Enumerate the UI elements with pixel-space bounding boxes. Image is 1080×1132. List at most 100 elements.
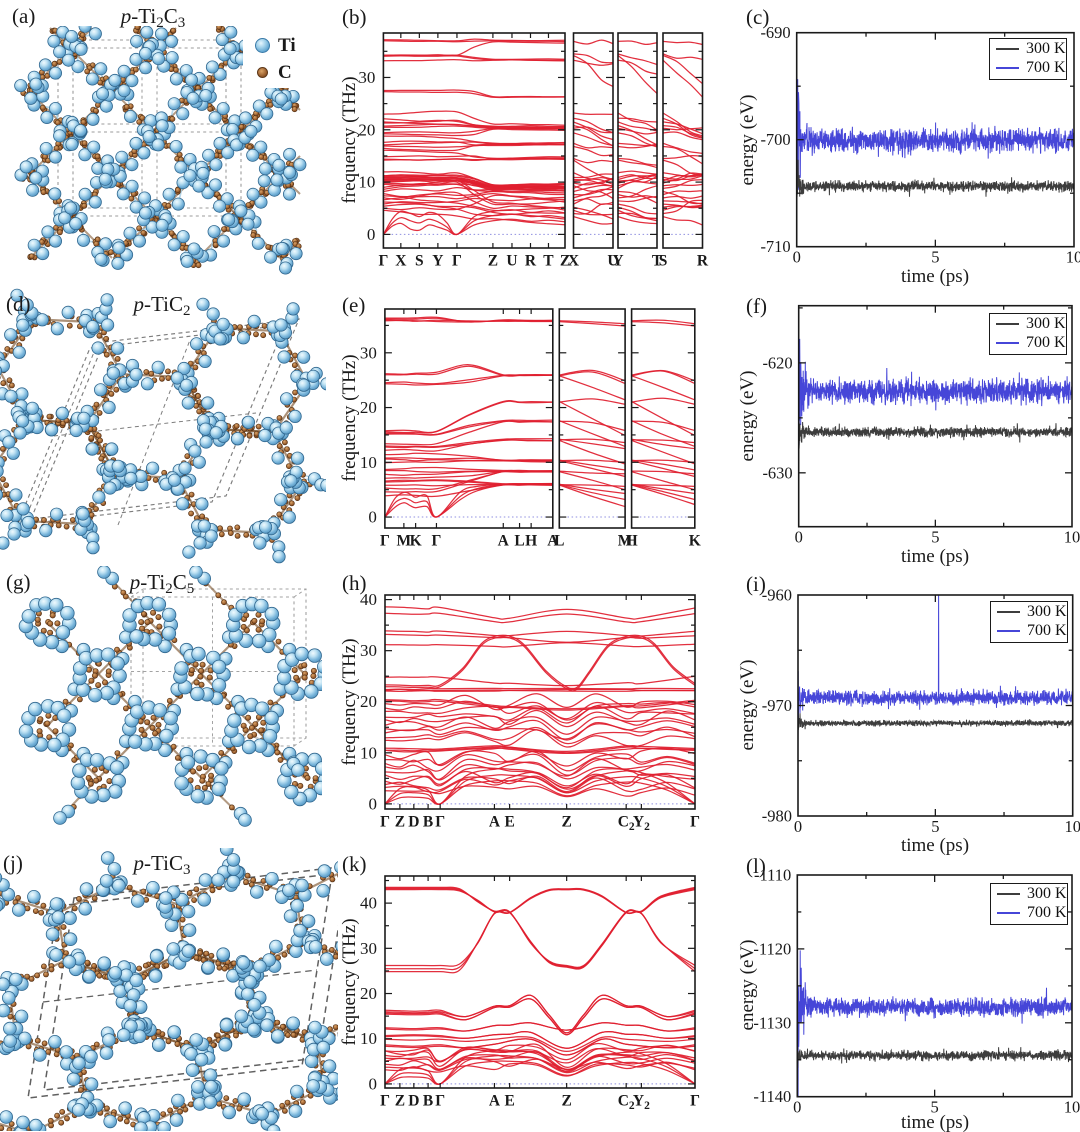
- legend-i: 300 K 700 K: [990, 601, 1068, 643]
- md-chart-i: 0 5 10 -960 -970 -980: [762, 586, 1080, 837]
- legend-line-sample: [997, 911, 1020, 914]
- svg-text:20: 20: [360, 692, 377, 711]
- md-chart-c: 0 5 10 -690 -700 -710: [760, 23, 1080, 267]
- svg-text:T: T: [652, 253, 663, 270]
- svg-text:Z: Z: [561, 814, 571, 831]
- svg-text:M: M: [618, 533, 633, 550]
- svg-text:-960: -960: [762, 586, 792, 605]
- svg-text:Γ: Γ: [690, 1093, 700, 1110]
- svg-text:Γ: Γ: [380, 814, 390, 831]
- svg-text:Γ: Γ: [380, 1093, 390, 1110]
- svg-text:A: A: [547, 533, 559, 550]
- svg-text:D: D: [408, 814, 419, 831]
- svg-text:Γ: Γ: [380, 533, 390, 550]
- svg-text:10: 10: [360, 453, 377, 472]
- svg-text:30: 30: [360, 939, 377, 958]
- svg-text:L: L: [514, 533, 524, 550]
- panel-letter-g: (g): [6, 570, 31, 594]
- ylabel-e: frequency (THz): [339, 354, 360, 482]
- svg-text:10: 10: [360, 743, 377, 762]
- legend-line-sample: [997, 629, 1020, 632]
- svg-text:H: H: [626, 533, 638, 550]
- svg-text:Γ: Γ: [435, 1093, 445, 1110]
- ylabel-i: energy (eV): [737, 659, 758, 751]
- svg-text:S: S: [659, 253, 668, 270]
- ylabel-c: energy (eV): [737, 94, 758, 186]
- legend-entry-label: 700 K: [1027, 903, 1067, 921]
- svg-text:Z: Z: [560, 253, 570, 270]
- panel-letter-j: (j): [3, 851, 23, 875]
- legend-line-sample: [997, 892, 1020, 895]
- svg-text:A: A: [489, 814, 501, 831]
- c-atom-icon: [257, 67, 268, 78]
- svg-text:B: B: [423, 814, 433, 831]
- legend-entry-label: 300 K: [1026, 314, 1066, 332]
- legend-entry-label: 700 K: [1027, 621, 1067, 639]
- atom-legend: Ti C: [255, 36, 296, 90]
- svg-text:Z: Z: [488, 253, 498, 270]
- svg-text:20: 20: [360, 398, 377, 417]
- svg-text:S: S: [415, 253, 424, 270]
- svg-text:-630: -630: [762, 463, 792, 482]
- svg-text:A: A: [489, 1093, 501, 1110]
- svg-text:Γ: Γ: [432, 533, 442, 550]
- svg-text:Z: Z: [395, 1093, 405, 1110]
- md-chart-f: 0 5 10 -620 -630: [762, 304, 1080, 547]
- legend-entry-300-K: 300 K: [990, 39, 1066, 58]
- svg-text:0: 0: [793, 1098, 801, 1117]
- legend-entry-700-K: 700 K: [991, 621, 1067, 640]
- legend-entry-label: 700 K: [1026, 333, 1066, 351]
- svg-text:Γ: Γ: [690, 814, 700, 831]
- svg-text:5: 5: [931, 817, 939, 836]
- xlabel-f: time (ps): [900, 546, 970, 567]
- svg-text:0: 0: [793, 248, 801, 267]
- svg-text:5: 5: [931, 248, 939, 267]
- panel-letter-i: (i): [746, 572, 766, 596]
- structure-g: [18, 566, 322, 827]
- legend-entry-700-K: 700 K: [990, 333, 1066, 352]
- svg-text:Y: Y: [432, 253, 443, 270]
- legend-entry-label: 300 K: [1027, 602, 1067, 620]
- legend-entry-700-K: 700 K: [990, 58, 1066, 77]
- svg-text:U: U: [506, 253, 517, 270]
- svg-text:E: E: [504, 1093, 514, 1110]
- legend-f: 300 K 700 K: [989, 313, 1067, 355]
- structure-title-d: p-TiC2: [133, 292, 191, 319]
- svg-text:40: 40: [360, 894, 377, 913]
- panel-letter-h: (h): [342, 571, 367, 595]
- ylabel-l: energy (eV): [737, 939, 758, 1031]
- md-chart-l: 0 5 10 -1110 -1120 -1130 -1140: [753, 866, 1080, 1117]
- svg-text:R: R: [525, 253, 537, 270]
- svg-text:H: H: [525, 533, 537, 550]
- svg-text:Z: Z: [395, 814, 405, 831]
- svg-text:10: 10: [1064, 817, 1080, 836]
- panel-letter-a: (a): [12, 4, 36, 28]
- panel-letter-k: (k): [342, 852, 367, 876]
- svg-text:-710: -710: [760, 237, 790, 256]
- atom-legend-row-ti: Ti: [255, 36, 296, 55]
- svg-text:10: 10: [1064, 528, 1080, 547]
- ylabel-h: frequency (THz): [339, 638, 360, 766]
- structure-d: [0, 288, 326, 564]
- panel-letter-d: (d): [6, 292, 31, 316]
- legend-entry-300-K: 300 K: [991, 602, 1067, 621]
- atom-legend-row-c: C: [255, 63, 296, 82]
- svg-text:30: 30: [360, 343, 377, 362]
- svg-text:10: 10: [360, 1029, 377, 1048]
- structure-title-a: p-Ti2C3: [120, 4, 186, 31]
- svg-text:T: T: [543, 253, 554, 270]
- panel-letter-b: (b): [342, 5, 367, 29]
- svg-text:Y: Y: [612, 253, 623, 270]
- legend-entry-label: 700 K: [1026, 58, 1066, 76]
- svg-text:M: M: [397, 533, 412, 550]
- legend-line-sample: [996, 322, 1019, 325]
- svg-text:-620: -620: [762, 353, 792, 372]
- svg-text:E: E: [504, 814, 514, 831]
- legend-entry-label: 300 K: [1027, 884, 1067, 902]
- c-atom-label: C: [278, 62, 292, 83]
- structure-a: [14, 26, 334, 275]
- svg-text:Γ: Γ: [435, 814, 445, 831]
- svg-text:K: K: [689, 533, 701, 550]
